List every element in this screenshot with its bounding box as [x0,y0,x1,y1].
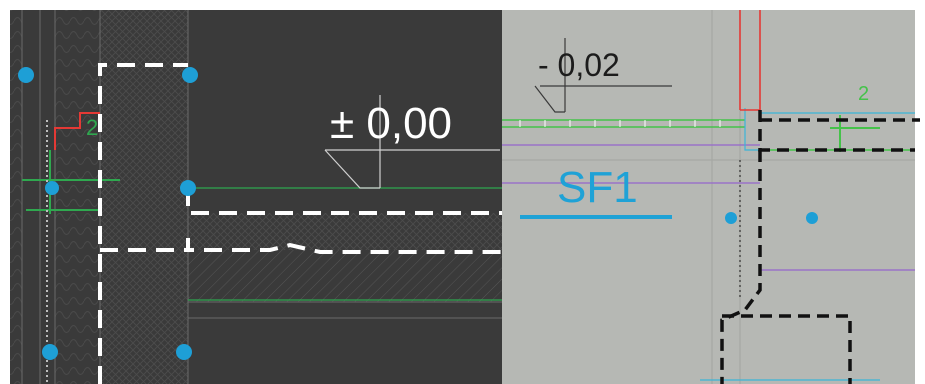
red-mark: 2 [86,115,98,140]
wall-concrete-layer [100,10,188,384]
wall-insulation-layer [55,10,100,384]
floor-ticks [519,120,721,127]
grid-point [725,212,737,224]
zone-label-group: SF1 [520,163,672,219]
level-label-left: ± 0,00 [330,99,452,148]
dashed-outline [720,110,920,384]
purple-lines [502,144,915,271]
left-panel: 2 ± 0,00 [10,10,502,384]
grid-point [42,344,58,360]
level-marker-right: - 0,02 [534,38,672,113]
grid-point [182,67,198,83]
grid-point [45,181,59,195]
red-annotation [54,112,100,150]
grid-point [180,180,196,196]
level-marker-left: ± 0,00 [324,95,500,189]
right-panel-background [502,10,915,384]
grid-points-left [18,67,198,360]
dimension-mark-left: 2 [86,115,98,140]
dashed-outline [98,63,502,384]
zone-label: SF1 [557,163,638,212]
grid-point [806,212,818,224]
wall-insulation-layer [10,10,22,384]
slab-hatch [188,250,502,302]
red-vertical-element [739,10,761,111]
grid-point [176,344,192,360]
floor-layer [188,213,502,250]
level-label-right: - 0,02 [538,47,620,83]
grid-point [18,67,34,83]
grid-points-right [725,212,818,224]
dimension-mark-right: 2 [858,83,869,105]
right-panel: - 0,02 SF1 2 [502,10,920,384]
